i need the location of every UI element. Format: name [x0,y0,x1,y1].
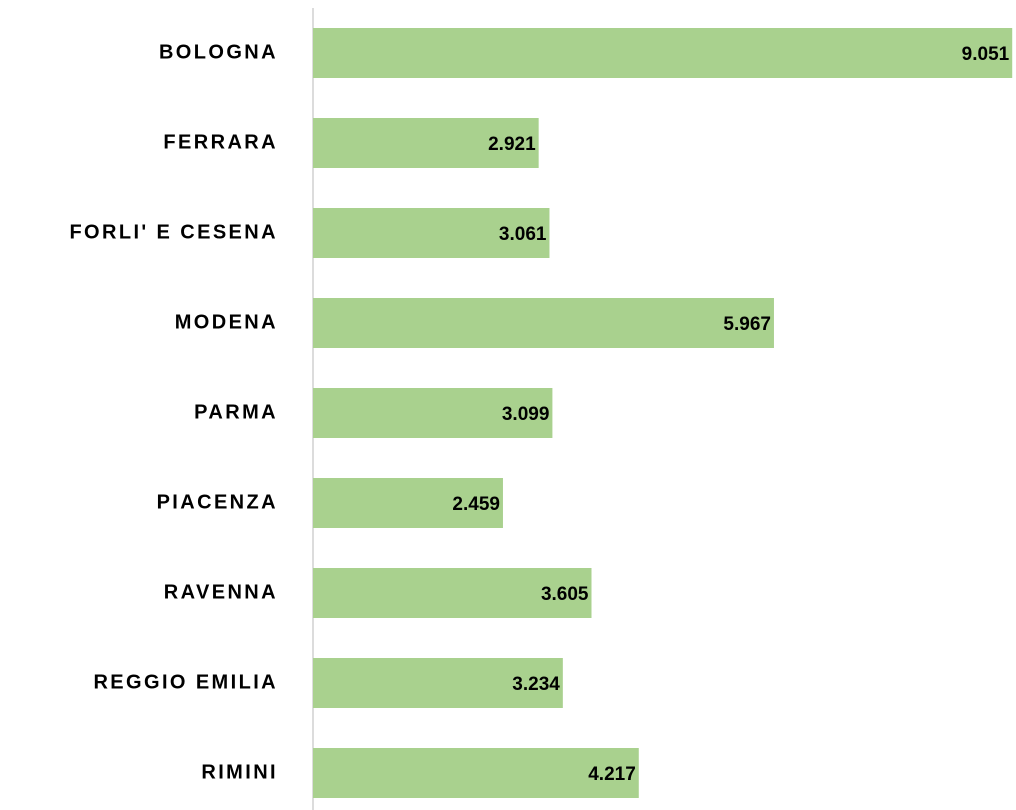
bar [313,298,774,348]
category-label: MODENA [175,311,278,333]
value-label: 2.921 [488,134,536,155]
value-label: 3.234 [512,674,560,695]
bar [313,568,592,618]
bar [313,118,539,168]
value-label: 2.459 [452,494,500,515]
bar [313,28,1013,78]
bar [313,388,553,438]
category-label: RAVENNA [164,581,278,603]
value-label: 3.099 [502,404,550,425]
category-label: REGGIO EMILIA [93,671,278,693]
bar [313,478,503,528]
category-label: FERRARA [163,131,278,153]
value-label: 3.605 [541,584,589,605]
category-label: FORLI' E CESENA [69,221,278,243]
category-label: RIMINI [201,761,278,783]
bar [313,748,639,798]
category-label: PARMA [194,401,278,423]
bar [313,208,550,258]
bar [313,658,563,708]
value-label: 4.217 [588,764,636,785]
value-label: 5.967 [723,314,771,335]
value-label: 9.051 [962,44,1010,65]
category-label: BOLOGNA [159,41,278,63]
category-label: PIACENZA [157,491,278,513]
value-label: 3.061 [499,224,547,245]
